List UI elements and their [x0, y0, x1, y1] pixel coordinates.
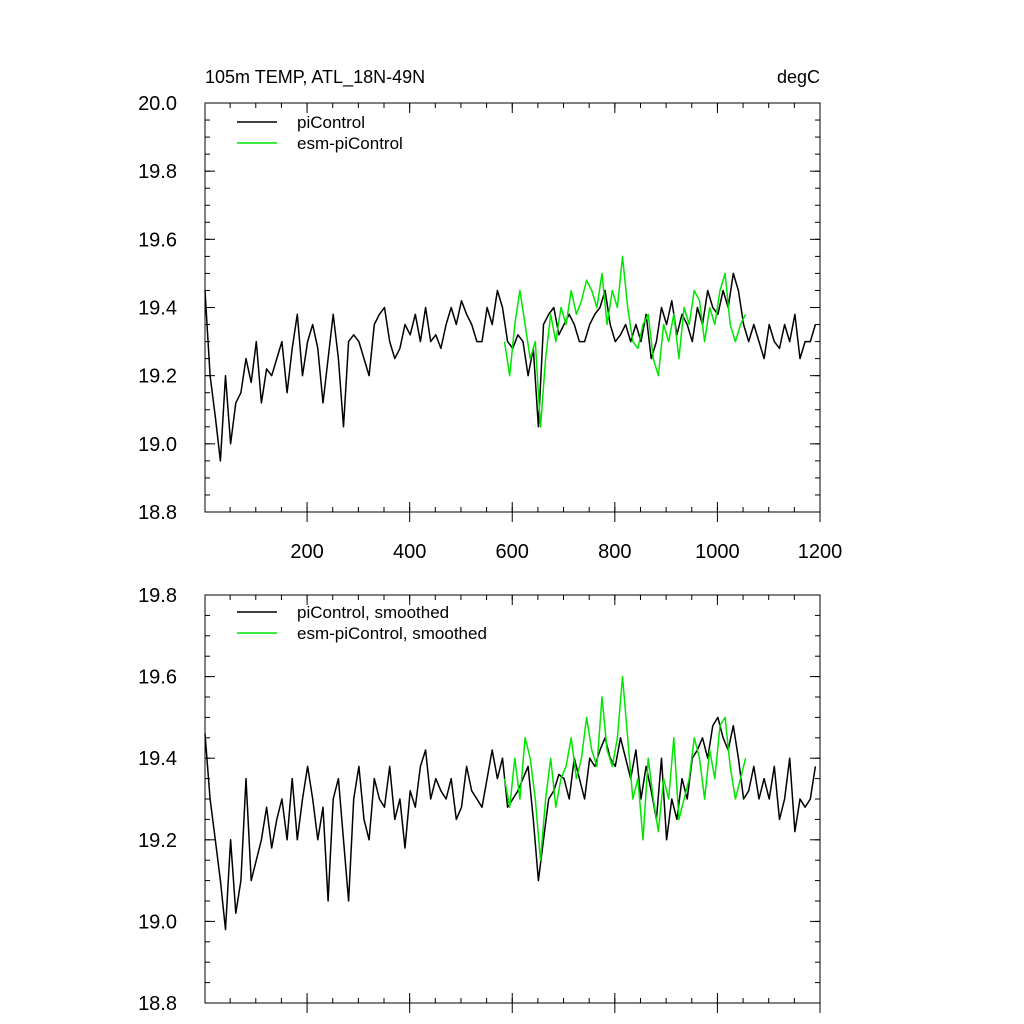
- top-chart-title: 105m TEMP, ATL_18N-49N: [205, 67, 425, 88]
- top-x-tick-label: 800: [598, 541, 631, 563]
- top-y-tick-label: 19.8: [138, 161, 177, 183]
- top-chart-units: degC: [777, 67, 820, 87]
- bottom-y-tick-label: 19.2: [138, 830, 177, 852]
- bottom-y-tick-label: 18.8: [138, 993, 177, 1015]
- top-legend-label-0: piControl: [297, 113, 365, 132]
- top-chart-panel: 105m TEMP, ATL_18N-49N degC 18.8 19.0 19.2…: [138, 67, 842, 563]
- bottom-series-line-0: [204, 716, 817, 931]
- top-legend-label-1: esm-piControl: [297, 134, 403, 153]
- top-y-tick-label: 20.0: [138, 93, 177, 115]
- bottom-legend-label-0: piControl, smoothed: [297, 603, 449, 622]
- top-y-tick-label: 18.8: [138, 502, 177, 524]
- bottom-y-tick-label: 19.0: [138, 911, 177, 933]
- top-series-line-0: [204, 272, 817, 462]
- top-y-tick-label: 19.4: [138, 298, 177, 320]
- top-x-tick-label: 200: [290, 541, 323, 563]
- bottom-y-tick-label: 19.6: [138, 667, 177, 689]
- bottom-chart-panel: 18.8 19.0 19.2 19.4 19.6 19.8 piControl, smoo…: [138, 585, 821, 1015]
- top-y-tick-label: 19.0: [138, 434, 177, 456]
- top-x-tick-label: 1200: [798, 541, 843, 563]
- top-x-tick-label: 600: [496, 541, 529, 563]
- bottom-y-tick-label: 19.4: [138, 748, 177, 770]
- top-y-tick-label: 19.2: [138, 366, 177, 388]
- top-series-line-1: [503, 255, 747, 428]
- top-y-tick-label: 19.6: [138, 229, 177, 251]
- bottom-y-tick-label: 19.8: [138, 585, 177, 607]
- bottom-series-line-1: [503, 675, 747, 861]
- top-x-tick-label: 1000: [695, 541, 740, 563]
- top-x-tick-label: 400: [393, 541, 426, 563]
- bottom-legend-label-1: esm-piControl, smoothed: [297, 624, 487, 643]
